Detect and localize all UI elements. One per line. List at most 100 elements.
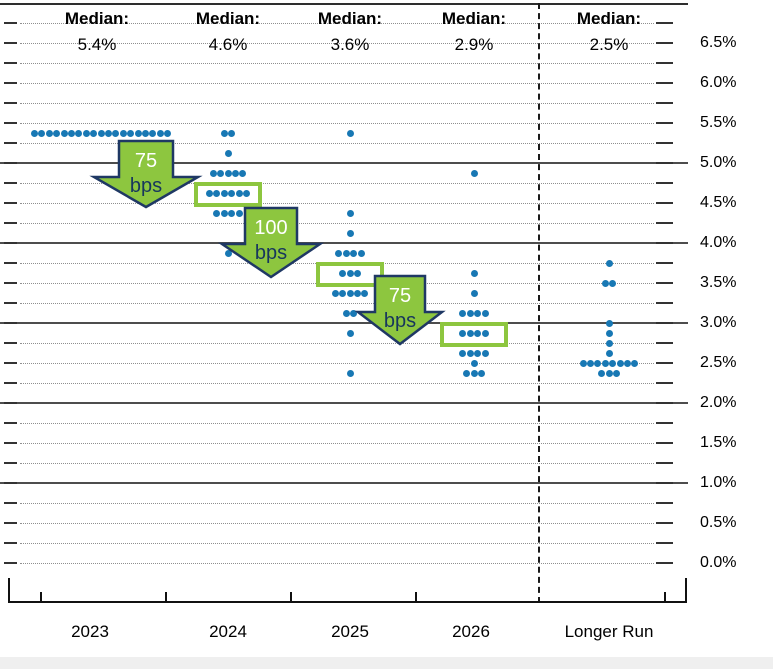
projection-dot: [213, 189, 221, 197]
projection-dot: [335, 249, 343, 257]
left-edge-tick: [4, 242, 17, 244]
projection-dot: [357, 249, 365, 257]
projection-dot: [127, 129, 135, 137]
projection-dot: [90, 129, 98, 137]
left-edge-tick: [4, 282, 17, 284]
projection-dot: [474, 309, 482, 317]
projection-dot: [466, 329, 474, 337]
projection-dot: [470, 359, 478, 367]
left-edge-tick: [4, 262, 17, 264]
left-edge-tick: [4, 462, 17, 464]
right-edge-tick: [656, 562, 673, 564]
right-edge-tick: [656, 502, 673, 504]
projection-dot: [235, 189, 243, 197]
projection-dot: [605, 319, 613, 327]
right-edge-tick: [656, 422, 673, 424]
projection-dot: [206, 189, 213, 197]
right-edge-tick: [656, 402, 673, 404]
y-axis-tick-label: 0.5%: [700, 514, 737, 531]
projection-dot: [346, 229, 354, 237]
right-edge-tick: [656, 182, 673, 184]
projection-dot: [609, 359, 617, 367]
right-edge-tick: [656, 122, 673, 124]
projection-dot: [141, 129, 149, 137]
left-edge-tick: [4, 442, 17, 444]
projection-dot: [353, 289, 361, 297]
projection-dot: [149, 129, 157, 137]
projection-dot: [350, 249, 358, 257]
right-edge-tick: [656, 522, 673, 524]
chart-top-border: [0, 3, 688, 5]
median-label-Longer Run: Median: 2.5%: [549, 6, 669, 58]
y-gridline: [20, 303, 654, 304]
y-gridline: [20, 43, 654, 44]
left-edge-tick: [4, 502, 17, 504]
projection-dot: [470, 289, 478, 297]
right-edge-tick: [656, 462, 673, 464]
projection-dot: [231, 169, 239, 177]
projection-dot: [38, 129, 46, 137]
y-gridline: [20, 223, 654, 224]
projection-dot: [459, 309, 467, 317]
projection-dot: [228, 129, 236, 137]
projection-dot: [346, 289, 354, 297]
x-axis-label-2023: 2023: [71, 622, 109, 641]
median-caption: Median:: [64, 9, 130, 28]
projection-dot: [605, 259, 613, 267]
y-gridline: [20, 203, 654, 204]
left-edge-tick: [4, 302, 17, 304]
y-gridline: [20, 423, 654, 424]
projection-dot: [209, 169, 217, 177]
median-value: 5.4%: [77, 35, 117, 54]
right-edge-tick: [656, 282, 673, 284]
y-gridline: [20, 383, 654, 384]
right-edge-tick: [656, 42, 673, 44]
y-axis-tick-label: 3.5%: [700, 274, 737, 291]
y-gridline: [20, 183, 654, 184]
projection-dot: [156, 129, 164, 137]
y-axis-tick-label: 6.5%: [700, 34, 737, 51]
y-gridline: [20, 23, 654, 24]
y-axis-tick-label: 1.0%: [700, 474, 737, 491]
projection-dot: [631, 359, 639, 367]
projection-dot: [587, 359, 594, 367]
projection-dot: [134, 129, 142, 137]
right-edge-tick: [656, 342, 673, 344]
projection-dot: [235, 209, 243, 217]
projection-dot: [616, 359, 624, 367]
arrow-bps-amount: 75: [135, 150, 157, 172]
y-axis-tick-label: 6.0%: [700, 74, 737, 91]
right-edge-tick: [656, 202, 673, 204]
projection-dot: [342, 249, 350, 257]
projection-dot: [459, 349, 467, 357]
left-edge-tick: [4, 62, 17, 64]
y-gridline: [20, 103, 654, 104]
left-edge-tick: [4, 202, 17, 204]
right-edge-tick: [656, 382, 673, 384]
projection-dot: [82, 129, 90, 137]
y-gridline: [0, 482, 688, 484]
left-edge-tick: [4, 482, 17, 484]
bottom-margin-strip: [0, 657, 773, 669]
projection-dot: [466, 309, 474, 317]
left-edge-tick: [4, 122, 17, 124]
projection-dot: [346, 209, 354, 217]
projection-dot: [463, 369, 471, 377]
y-axis-tick-label: 0.0%: [700, 554, 737, 571]
projection-dot: [112, 129, 120, 137]
projection-dot: [346, 329, 354, 337]
right-edge-tick: [656, 262, 673, 264]
projection-dot: [598, 369, 606, 377]
right-edge-tick: [656, 22, 673, 24]
projection-dot: [481, 329, 489, 337]
left-edge-tick: [4, 542, 17, 544]
projection-dot: [470, 169, 478, 177]
x-axis-tick: [165, 592, 167, 603]
right-edge-tick: [656, 102, 673, 104]
arrow-bps-unit: bps: [130, 175, 162, 197]
left-edge-tick: [4, 42, 17, 44]
y-gridline: [0, 242, 688, 244]
x-axis-tick: [685, 578, 687, 603]
left-edge-tick: [4, 362, 17, 364]
